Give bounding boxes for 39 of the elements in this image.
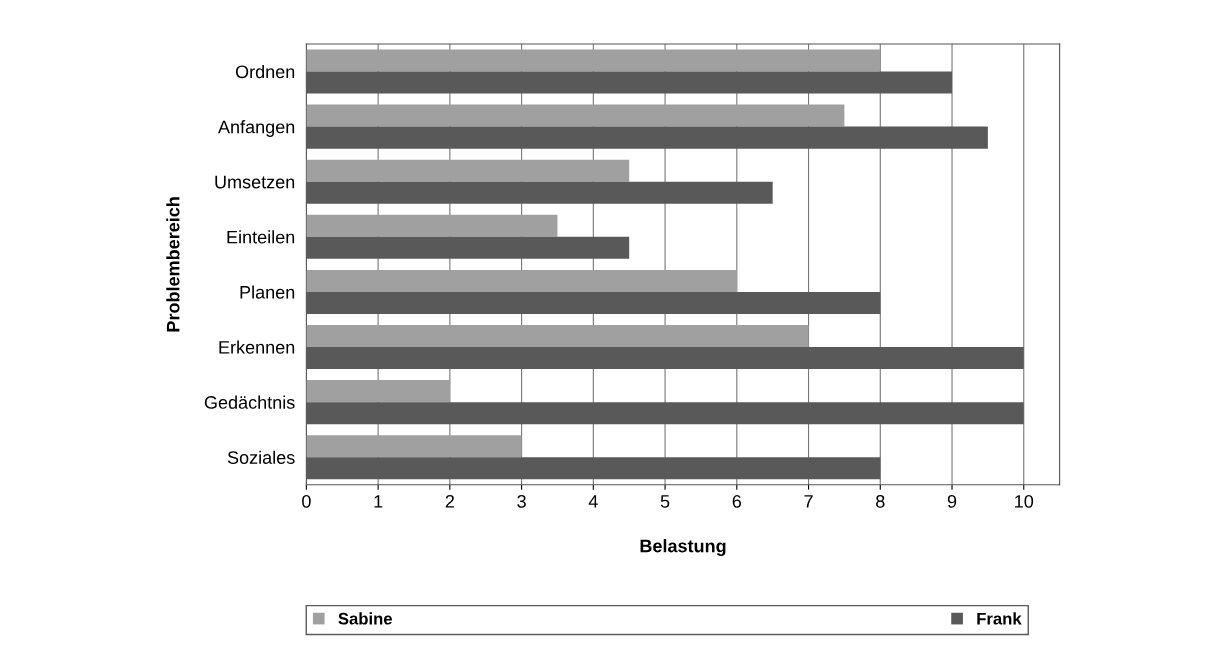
bar [306,402,1024,425]
bar [306,457,881,480]
bar [306,380,450,403]
bar [306,347,1024,370]
x-tick-label: 2 [445,494,454,508]
x-tick-label: 4 [588,495,598,508]
y-tick-label: Planen [240,285,295,299]
bar [306,291,881,314]
y-tick-label: Gedächtnis [204,395,295,409]
y-tick-label: Umsetzen [215,175,295,189]
legend-label: Sabine [338,612,392,625]
bar [306,126,988,149]
x-tick-label: 5 [660,495,670,508]
bar [306,49,881,72]
x-tick-label: 8 [876,494,885,508]
x-tick-label: 9 [947,494,957,508]
bar [306,269,737,292]
y-tick-label: Soziales [227,450,295,464]
x-tick-label: 10 [1015,494,1034,508]
legend-label: Frank [977,612,1022,625]
y-axis-title: Problembereich [166,197,180,332]
x-axis-title: Belastung [640,539,726,557]
bar [306,181,773,204]
x-tick-label: 3 [517,494,526,508]
bar [306,71,953,94]
bar [306,435,522,458]
x-tick-label: 0 [302,494,311,508]
y-tick-label: Anfangen [218,120,295,137]
y-tick-label: Erkennen [219,340,295,354]
x-tick-label: 6 [732,494,742,508]
bar [306,104,845,127]
bar [306,214,558,237]
bar [306,159,630,182]
y-tick-label: Einteilen [227,230,295,244]
x-tick-label: 7 [804,495,813,508]
bar [306,324,809,348]
bar [306,236,630,259]
y-tick-label: Ordnen [235,64,295,79]
x-tick-label: 1 [374,495,383,508]
